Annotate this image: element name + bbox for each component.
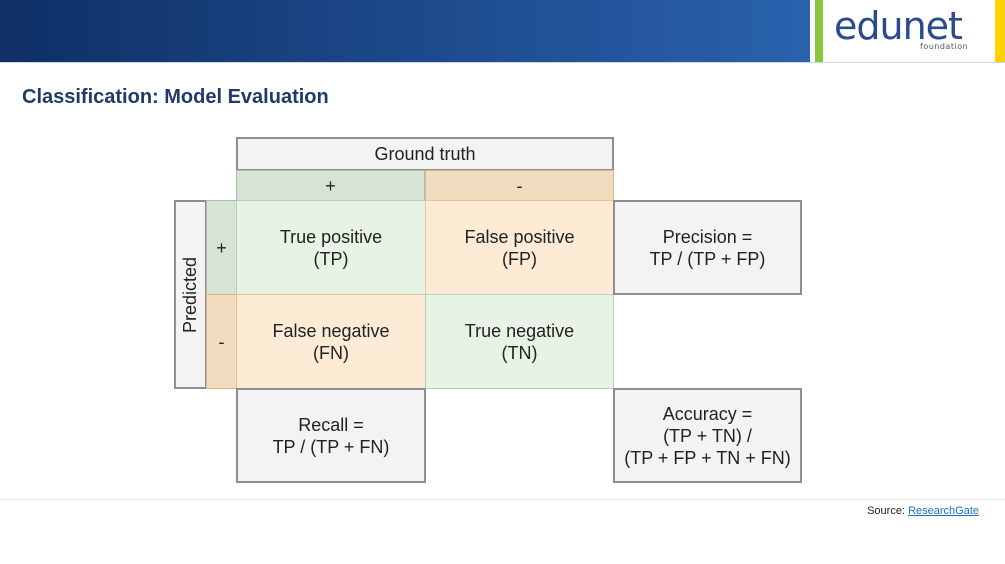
row-positive-sign: + <box>216 237 227 258</box>
true-positive-cell: True positive (TP) <box>236 200 426 295</box>
logo-subtext: foundation <box>920 42 969 51</box>
tn-abbr: (TN) <box>501 342 538 363</box>
precision-box: Precision = TP / (TP + FP) <box>613 200 802 295</box>
logo-accent-green <box>815 0 823 62</box>
page-title: Classification: Model Evaluation <box>22 86 329 108</box>
fp-name: False positive <box>464 226 575 247</box>
false-positive-cell: False positive (FP) <box>425 200 614 295</box>
accuracy-formula-denominator: (TP + FP + TN + FN) <box>624 447 791 468</box>
row-negative-header: - <box>206 294 237 389</box>
logo-accent-yellow <box>995 0 1005 62</box>
false-negative-cell: False negative (FN) <box>236 294 426 389</box>
precision-label: Precision = <box>662 226 753 247</box>
tn-name: True negative <box>464 320 575 341</box>
column-negative-header: - <box>425 170 614 201</box>
column-negative-sign: - <box>516 175 523 196</box>
ground-truth-header: Ground truth <box>236 137 614 171</box>
accuracy-label: Accuracy = <box>662 403 753 424</box>
recall-label: Recall = <box>298 414 364 435</box>
source-citation: Source: ResearchGate <box>867 505 979 517</box>
predicted-header: Predicted <box>174 200 207 389</box>
brand-logo: edunet foundation <box>810 0 1005 62</box>
fp-abbr: (FP) <box>502 248 537 269</box>
logo-text: edunet <box>834 4 963 48</box>
source-link[interactable]: ResearchGate <box>908 505 979 517</box>
column-positive-sign: + <box>325 175 336 196</box>
predicted-label: Predicted <box>180 256 201 333</box>
precision-formula: TP / (TP + FP) <box>649 248 766 269</box>
column-positive-header: + <box>236 170 425 201</box>
header-divider <box>0 62 1005 63</box>
fn-abbr: (FN) <box>313 342 349 363</box>
row-positive-header: + <box>206 200 237 295</box>
accuracy-formula-numerator: (TP + TN) / <box>663 425 752 446</box>
accuracy-box: Accuracy = (TP + TN) / (TP + FP + TN + F… <box>613 388 802 483</box>
fn-name: False negative <box>272 320 390 341</box>
tp-name: True positive <box>279 226 383 247</box>
footer-divider <box>0 499 1005 500</box>
ground-truth-label: Ground truth <box>374 144 476 164</box>
row-negative-sign: - <box>218 331 225 352</box>
recall-formula: TP / (TP + FN) <box>272 436 390 457</box>
true-negative-cell: True negative (TN) <box>425 294 614 389</box>
recall-box: Recall = TP / (TP + FN) <box>236 388 426 483</box>
tp-abbr: (TP) <box>313 248 349 269</box>
header-banner <box>0 0 810 62</box>
source-label: Source: <box>867 505 905 517</box>
